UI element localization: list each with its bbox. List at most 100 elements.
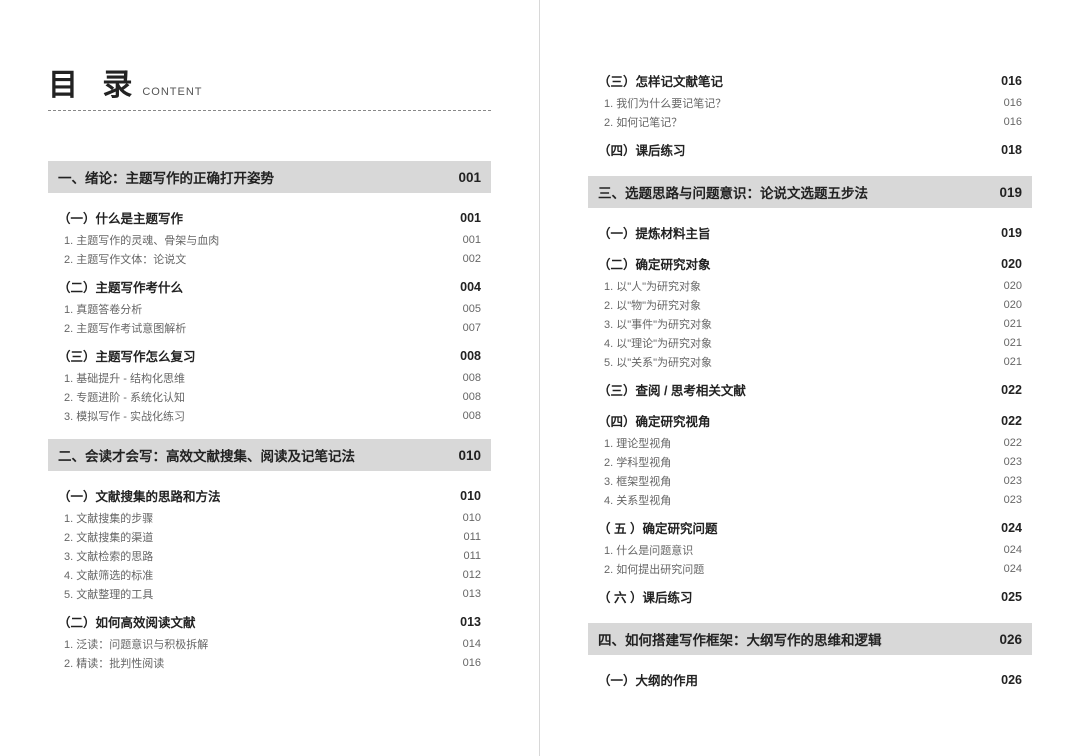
sub-page: 023 — [1004, 475, 1022, 487]
section-row: （一）文献搜集的思路和方法 010 — [48, 483, 491, 508]
section-row: （四）课后练习 018 — [588, 137, 1032, 162]
page-spread: 目 录 CONTENT 一、绪论：主题写作的正确打开姿势001（一）什么是主题写… — [0, 0, 1080, 756]
left-page: 目 录 CONTENT 一、绪论：主题写作的正确打开姿势001（一）什么是主题写… — [0, 0, 540, 756]
section-row: （三）主题写作怎么复习008 — [48, 343, 491, 368]
sub-page: 011 — [463, 531, 481, 543]
left-content: 一、绪论：主题写作的正确打开姿势001（一）什么是主题写作0011. 主题写作的… — [48, 161, 491, 672]
sub-title: 1. 理论型视角 — [604, 435, 671, 451]
sub-page: 016 — [1004, 97, 1022, 109]
sub-page: 023 — [1004, 456, 1022, 468]
sub-title: 4. 关系型视角 — [604, 492, 671, 508]
section-page: 019 — [1001, 226, 1022, 240]
sub-row: 3. 框架型视角023 — [588, 471, 1032, 490]
section-row: （一）什么是主题写作001 — [48, 205, 491, 230]
sub-row: 1. 泛读：问题意识与积极拆解014 — [48, 634, 491, 653]
sub-row: 1. 真题答卷分析 005 — [48, 299, 491, 318]
section-page: 022 — [1001, 383, 1022, 397]
header-rule — [48, 110, 491, 111]
sub-row: 1. 文献搜集的步骤 010 — [48, 508, 491, 527]
section-title: （三）主题写作怎么复习 — [58, 346, 196, 365]
section-title: （一）文献搜集的思路和方法 — [58, 486, 221, 505]
sub-title: 1. 真题答卷分析 — [64, 301, 142, 317]
sub-page: 021 — [1004, 318, 1022, 330]
sub-row: 1. 以"人"为研究对象020 — [588, 276, 1032, 295]
sub-page: 005 — [463, 303, 481, 315]
section-page: 018 — [1001, 143, 1022, 157]
sub-page: 022 — [1004, 437, 1022, 449]
section-row: （ 六 ）课后练习025 — [588, 584, 1032, 609]
right-page: （三）怎样记文献笔记0161. 我们为什么要记笔记？0162. 如何记笔记？01… — [540, 0, 1080, 756]
sub-row: 2. 主题写作考试意图解析007 — [48, 318, 491, 337]
sub-row: 2. 如何提出研究问题024 — [588, 559, 1032, 578]
toc-title-sub: CONTENT — [142, 86, 202, 98]
sub-row: 2. 精读：批判性阅读016 — [48, 653, 491, 672]
sub-page: 023 — [1004, 494, 1022, 506]
sub-row: 2. 以"物"为研究对象020 — [588, 295, 1032, 314]
section-row: （ 五 ）确定研究问题024 — [588, 515, 1032, 540]
sub-page: 008 — [463, 391, 481, 403]
toc-title-main: 目 录 — [48, 60, 140, 104]
sub-title: 2. 文献搜集的渠道 — [64, 529, 153, 545]
sub-row: 4. 关系型视角 023 — [588, 490, 1032, 509]
sub-row: 2. 学科型视角 023 — [588, 452, 1032, 471]
sub-title: 5. 以"关系"为研究对象 — [604, 354, 712, 370]
sub-page: 008 — [463, 372, 481, 384]
sub-title: 2. 如何记笔记？ — [604, 114, 682, 130]
sub-title: 1. 基础提升 - 结构化思维 — [64, 370, 185, 386]
section-page: 016 — [1001, 74, 1022, 88]
sub-title: 5. 文献整理的工具 — [64, 586, 153, 602]
sub-title: 2. 主题写作考试意图解析 — [64, 320, 186, 336]
sub-row: 4. 文献筛选的标准 012 — [48, 565, 491, 584]
toc-header: 目 录 CONTENT — [48, 60, 491, 104]
section-title: （三）怎样记文献笔记 — [598, 71, 723, 90]
sub-row: 5. 以"关系"为研究对象 021 — [588, 352, 1032, 371]
sub-title: 4. 以"理论"为研究对象 — [604, 335, 712, 351]
section-title: （二）主题写作考什么 — [58, 277, 183, 296]
section-title: （四）课后练习 — [598, 140, 686, 159]
section-page: 001 — [460, 211, 481, 225]
sub-title: 2. 主题写作文体：论说文 — [64, 251, 186, 267]
chapter-title: 一、绪论：主题写作的正确打开姿势 — [58, 167, 274, 187]
section-title: （ 六 ）课后练习 — [598, 587, 692, 606]
section-page: 010 — [460, 489, 481, 503]
chapter-page: 010 — [458, 448, 481, 463]
sub-page: 010 — [463, 512, 481, 524]
section-row: （二）主题写作考什么 004 — [48, 274, 491, 299]
sub-title: 1. 文献搜集的步骤 — [64, 510, 153, 526]
sub-row: 3. 文献检索的思路011 — [48, 546, 491, 565]
sub-row: 3. 以"事件"为研究对象 021 — [588, 314, 1032, 333]
sub-title: 2. 如何提出研究问题 — [604, 561, 704, 577]
sub-row: 1. 基础提升 - 结构化思维 008 — [48, 368, 491, 387]
sub-title: 3. 模拟写作 - 实战化练习 — [64, 408, 185, 424]
chapter-row: 四、如何搭建写作框架：大纲写作的思维和逻辑 026 — [588, 623, 1032, 655]
chapter-page: 019 — [999, 185, 1022, 200]
chapter-row: 三、选题思路与问题意识：论说文选题五步法 019 — [588, 176, 1032, 208]
section-page: 004 — [460, 280, 481, 294]
sub-title: 3. 以"事件"为研究对象 — [604, 316, 712, 332]
sub-row: 2. 主题写作文体：论说文002 — [48, 249, 491, 268]
sub-title: 2. 学科型视角 — [604, 454, 671, 470]
section-title: （二）如何高效阅读文献 — [58, 612, 196, 631]
sub-title: 4. 文献筛选的标准 — [64, 567, 153, 583]
chapter-row: 一、绪论：主题写作的正确打开姿势001 — [48, 161, 491, 193]
sub-title: 1. 泛读：问题意识与积极拆解 — [64, 636, 208, 652]
sub-page: 008 — [463, 410, 481, 422]
sub-row: 2. 文献搜集的渠道 011 — [48, 527, 491, 546]
section-row: （二）如何高效阅读文献013 — [48, 609, 491, 634]
sub-page: 013 — [463, 588, 481, 600]
section-title: （二）确定研究对象 — [598, 254, 711, 273]
section-title: （一）提炼材料主旨 — [598, 223, 711, 242]
chapter-page: 026 — [999, 632, 1022, 647]
chapter-title: 四、如何搭建写作框架：大纲写作的思维和逻辑 — [598, 629, 882, 649]
sub-page: 012 — [463, 569, 481, 581]
sub-title: 3. 文献检索的思路 — [64, 548, 153, 564]
section-title: （三）查阅 / 思考相关文献 — [598, 380, 746, 399]
sub-title: 2. 以"物"为研究对象 — [604, 297, 701, 313]
sub-row: 1. 理论型视角 022 — [588, 433, 1032, 452]
sub-page: 024 — [1004, 544, 1022, 556]
chapter-row: 二、会读才会写：高效文献搜集、阅读及记笔记法 010 — [48, 439, 491, 471]
chapter-title: 三、选题思路与问题意识：论说文选题五步法 — [598, 182, 868, 202]
chapter-title: 二、会读才会写：高效文献搜集、阅读及记笔记法 — [58, 445, 355, 465]
sub-page: 021 — [1004, 356, 1022, 368]
section-page: 020 — [1001, 257, 1022, 271]
